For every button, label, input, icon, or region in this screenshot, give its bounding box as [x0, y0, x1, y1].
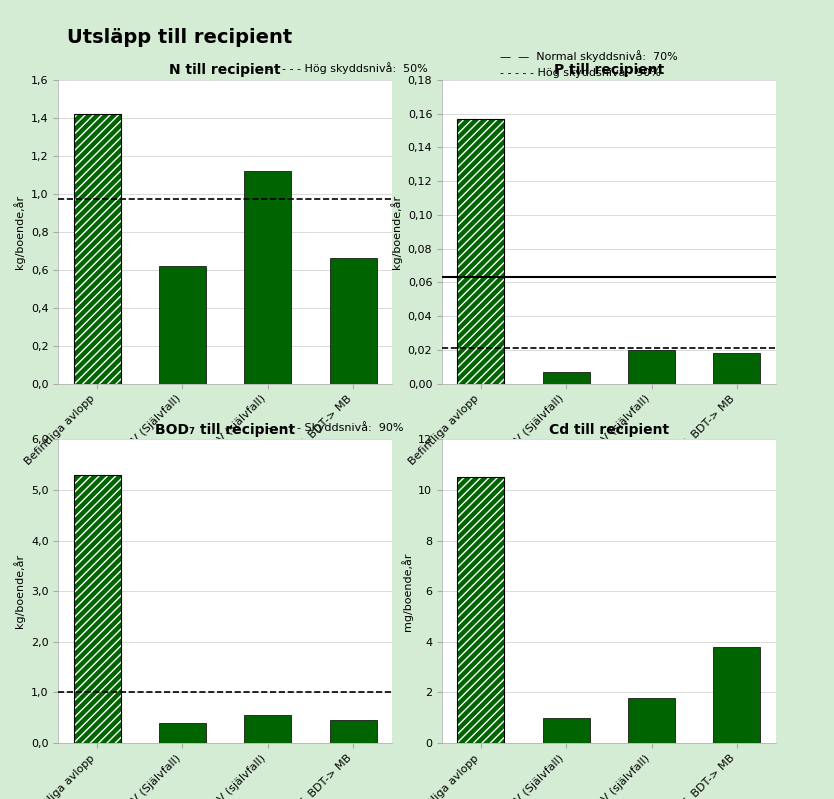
Title: P till recipient: P till recipient: [554, 63, 664, 78]
Bar: [457, 119, 505, 384]
Title: BOD₇ till recipient: BOD₇ till recipient: [155, 423, 295, 437]
Text: - - - - - Hög skyddsnivå:  50%: - - - - - Hög skyddsnivå: 50%: [267, 62, 428, 74]
Bar: [628, 350, 675, 384]
Bar: [244, 715, 291, 743]
Bar: [457, 477, 505, 743]
Bar: [543, 718, 590, 743]
Text: —  —  Normal skyddsnivå:  70%: — — Normal skyddsnivå: 70%: [500, 50, 678, 62]
Bar: [244, 171, 291, 384]
Bar: [329, 258, 377, 384]
Bar: [457, 477, 505, 743]
Y-axis label: kg/boende,år: kg/boende,år: [390, 195, 402, 268]
Text: - - - - - Skyddsnivå:  90%: - - - - - Skyddsnivå: 90%: [267, 422, 404, 433]
Y-axis label: kg/boende,år: kg/boende,år: [13, 195, 26, 268]
Bar: [73, 114, 121, 384]
Y-axis label: mg/boende,år: mg/boende,år: [400, 552, 413, 630]
Bar: [329, 721, 377, 743]
Title: N till recipient: N till recipient: [169, 63, 281, 78]
Bar: [159, 266, 206, 384]
Y-axis label: kg/boende,år: kg/boende,år: [13, 555, 26, 628]
Text: - - - - - Hög skyddsnivå:  90%: - - - - - Hög skyddsnivå: 90%: [500, 66, 661, 78]
Bar: [628, 698, 675, 743]
Bar: [713, 647, 761, 743]
Bar: [543, 372, 590, 384]
Bar: [73, 475, 121, 743]
Bar: [457, 119, 505, 384]
Bar: [73, 475, 121, 743]
Bar: [73, 114, 121, 384]
Text: Utsläpp till recipient: Utsläpp till recipient: [67, 28, 292, 47]
Title: Cd till recipient: Cd till recipient: [549, 423, 669, 437]
Bar: [713, 353, 761, 384]
Bar: [159, 723, 206, 743]
